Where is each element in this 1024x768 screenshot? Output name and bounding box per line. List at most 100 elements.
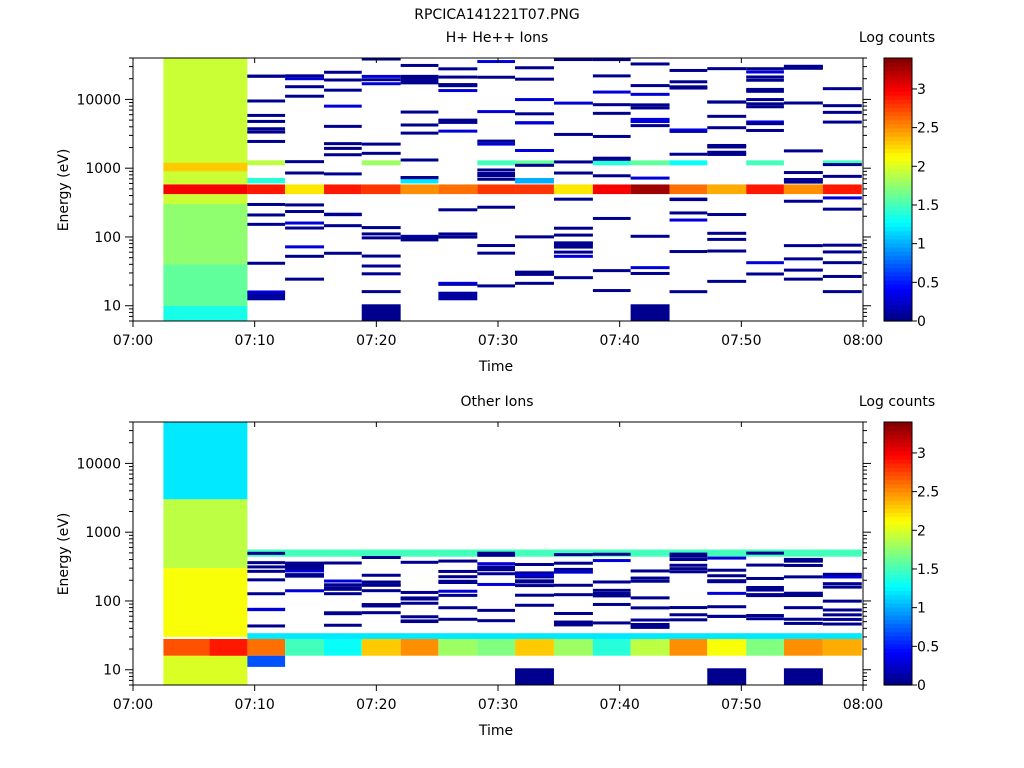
- colorbar-segment: [884, 680, 912, 686]
- heatmap-cell: [783, 101, 823, 105]
- y-tick-label: 1000: [85, 525, 121, 541]
- x-axis: 07:00 07:10 07:20 07:30 07:40 07:50 08:00: [113, 422, 883, 713]
- heatmap-cell: [746, 98, 784, 102]
- heatmap-cell: [515, 77, 554, 81]
- heatmap-cell: [515, 603, 554, 607]
- colorbar-segment: [884, 74, 912, 80]
- heatmap-cell: [438, 579, 478, 583]
- colorbar-tick-label: 2: [917, 159, 926, 175]
- heatmap-cell: [400, 110, 439, 114]
- colorbar-segment: [884, 156, 912, 162]
- heatmap-cell: [163, 264, 248, 306]
- heatmap-cell: [247, 655, 286, 667]
- colorbar-segment: [884, 520, 912, 526]
- heatmap-cell: [438, 638, 478, 656]
- heatmap-cell: [592, 552, 631, 556]
- heatmap-cell: [822, 87, 862, 91]
- heatmap-cell: [669, 68, 708, 72]
- heatmap-cell: [592, 269, 631, 273]
- heatmap-cell: [477, 568, 516, 572]
- heatmap-cell: [783, 621, 823, 625]
- heatmap-cell: [553, 241, 593, 245]
- figure-title: RPCICA141221T07.PNG: [414, 7, 579, 23]
- heatmap-cell: [285, 638, 325, 656]
- colorbar-segment: [884, 454, 912, 460]
- heatmap-cell: [515, 160, 554, 166]
- heatmap-cell: [515, 121, 554, 125]
- colorbar-tick-label: 1.5: [917, 562, 939, 578]
- heatmap-cell: [285, 226, 325, 230]
- colorbar-tick-label: 0: [917, 314, 926, 330]
- heatmap-cell: [783, 257, 823, 261]
- heatmap-cell: [400, 80, 439, 84]
- heatmap-cell: [438, 593, 478, 597]
- heatmap-cell: [822, 196, 862, 200]
- heatmap-cell: [477, 142, 516, 146]
- heatmap-cell: [822, 274, 862, 278]
- heatmap-cell: [477, 562, 516, 566]
- colorbar-segment: [884, 426, 912, 431]
- heatmap-cell: [515, 593, 554, 597]
- heatmap-cell: [515, 98, 554, 102]
- colorbar-segment: [884, 545, 912, 550]
- heatmap-cell: [783, 171, 823, 175]
- colorbar-segment: [884, 639, 912, 645]
- heatmap-cell: [400, 176, 439, 180]
- heatmap-cell: [669, 552, 708, 556]
- colorbar-segment: [884, 152, 912, 158]
- heatmap-cell: [707, 574, 747, 578]
- heatmap-cell: [361, 583, 401, 587]
- colorbar-segment: [884, 292, 912, 297]
- heatmap-cell: [163, 568, 248, 637]
- heatmap-cell: [669, 558, 708, 562]
- heatmap-cell: [783, 606, 823, 610]
- colorbar-segment: [884, 131, 912, 137]
- heatmap-cell: [630, 596, 670, 600]
- heatmap-cell: [746, 70, 784, 74]
- heatmap-cell: [515, 149, 554, 153]
- heatmap-cell: [630, 84, 670, 88]
- heatmap-cell: [669, 197, 708, 201]
- heatmap-cell: [163, 422, 248, 500]
- heatmap-cell: [707, 638, 747, 656]
- heatmap-cell: [285, 566, 325, 570]
- heatmap-cell: [707, 143, 747, 147]
- heatmap-cell: [783, 184, 823, 195]
- colorbar-segment: [884, 177, 912, 182]
- heatmap-cell: [746, 78, 784, 82]
- heatmap-cell: [630, 625, 670, 629]
- heatmap-cell: [247, 633, 862, 639]
- heatmap-cell: [285, 171, 325, 175]
- colorbar-segment: [884, 623, 912, 629]
- colorbar-segment: [884, 267, 912, 273]
- heatmap-cell: [247, 551, 286, 555]
- colorbar-segment: [884, 238, 912, 244]
- heatmap-cell: [163, 204, 248, 265]
- colorbar-segment: [884, 500, 912, 505]
- heatmap-cell: [361, 78, 401, 82]
- heatmap-cell: [515, 571, 554, 575]
- colorbar-segment: [884, 62, 912, 67]
- colorbar-segment: [884, 140, 912, 145]
- heatmap-cell: [630, 234, 670, 238]
- heatmap-cell: [515, 668, 554, 685]
- colorbar-segment: [884, 263, 912, 269]
- heatmap-cell: [746, 75, 784, 79]
- colorbar-segment: [884, 475, 912, 481]
- heatmap-cell: [400, 177, 439, 184]
- heatmap-cell: [285, 210, 325, 214]
- heatmap-cell: [400, 238, 439, 242]
- heatmap-cell: [746, 120, 784, 124]
- colorbar-label: Log counts: [859, 394, 935, 410]
- heatmap-cell: [783, 617, 823, 621]
- colorbar-segment: [884, 516, 912, 522]
- colorbar-segment: [884, 422, 912, 427]
- heatmap-cell: [400, 638, 439, 656]
- y-tick-label: 10: [103, 299, 121, 315]
- heatmap-cell: [783, 277, 823, 281]
- panel-other-ions: Other Ions Log counts 07:00 07:10 07:20 07:…: [56, 394, 939, 739]
- colorbar: 0 0.5 1 1.5 2 2.5 3: [883, 421, 939, 694]
- heatmap-cell: [669, 290, 708, 294]
- colorbar-segment: [884, 598, 912, 604]
